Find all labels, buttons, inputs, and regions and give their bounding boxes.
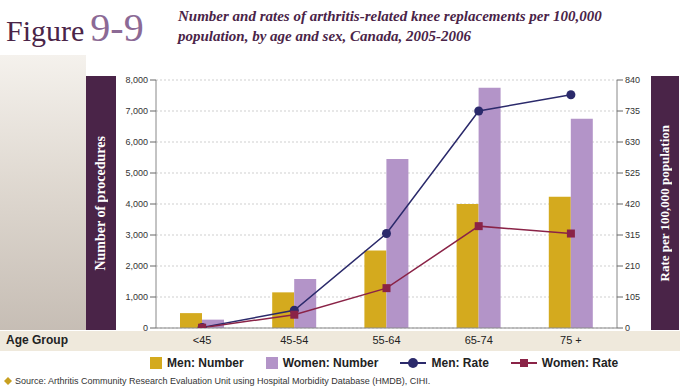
svg-text:55-64: 55-64 bbox=[372, 334, 400, 346]
svg-text:105: 105 bbox=[625, 292, 640, 302]
svg-text:4,000: 4,000 bbox=[125, 199, 148, 209]
svg-text:840: 840 bbox=[625, 75, 640, 85]
html-text:Rate per 100,000 population: Rate per 100,000 population bbox=[657, 124, 672, 282]
html-text:Number and rates of arthritis-: Number and rates of arthritis-related kn… bbox=[178, 8, 602, 44]
svg-text:6,000: 6,000 bbox=[125, 137, 148, 147]
html-text:Number of procedures: Number of procedures bbox=[93, 135, 108, 271]
svg-text:315: 315 bbox=[625, 230, 640, 240]
svg-text:420: 420 bbox=[625, 199, 640, 209]
svg-text:0: 0 bbox=[143, 323, 148, 333]
svg-text:210: 210 bbox=[625, 261, 640, 271]
svg-text:75 +: 75 + bbox=[560, 334, 582, 346]
svg-text:525: 525 bbox=[625, 168, 640, 178]
html-text:Source: Arthritis Community Re: Source: Arthritis Community Research Eva… bbox=[15, 376, 431, 386]
svg-text:45-54: 45-54 bbox=[280, 334, 308, 346]
svg-text:1,000: 1,000 bbox=[125, 292, 148, 302]
svg-text:0: 0 bbox=[625, 323, 630, 333]
html-text:Women: Number: Women: Number bbox=[282, 356, 379, 370]
svg-text:7,000: 7,000 bbox=[125, 106, 148, 116]
svg-text:3,000: 3,000 bbox=[125, 230, 148, 240]
svg-text:2,000: 2,000 bbox=[125, 261, 148, 271]
svg-text:735: 735 bbox=[625, 106, 640, 116]
svg-text:65-74: 65-74 bbox=[465, 334, 493, 346]
html-text:Men: Number: Men: Number bbox=[167, 356, 244, 370]
svg-text:8,000: 8,000 bbox=[125, 75, 148, 85]
html-text:Age Group: Age Group bbox=[6, 333, 68, 347]
svg-text:<45: <45 bbox=[193, 334, 212, 346]
svg-text:630: 630 bbox=[625, 137, 640, 147]
svg-text:5,000: 5,000 bbox=[125, 168, 148, 178]
html-text:Women: Rate: Women: Rate bbox=[541, 356, 619, 370]
html-text:Figure9-9: Figure9-9 bbox=[6, 5, 144, 50]
html-text:Men: Rate: Men: Rate bbox=[431, 356, 489, 370]
